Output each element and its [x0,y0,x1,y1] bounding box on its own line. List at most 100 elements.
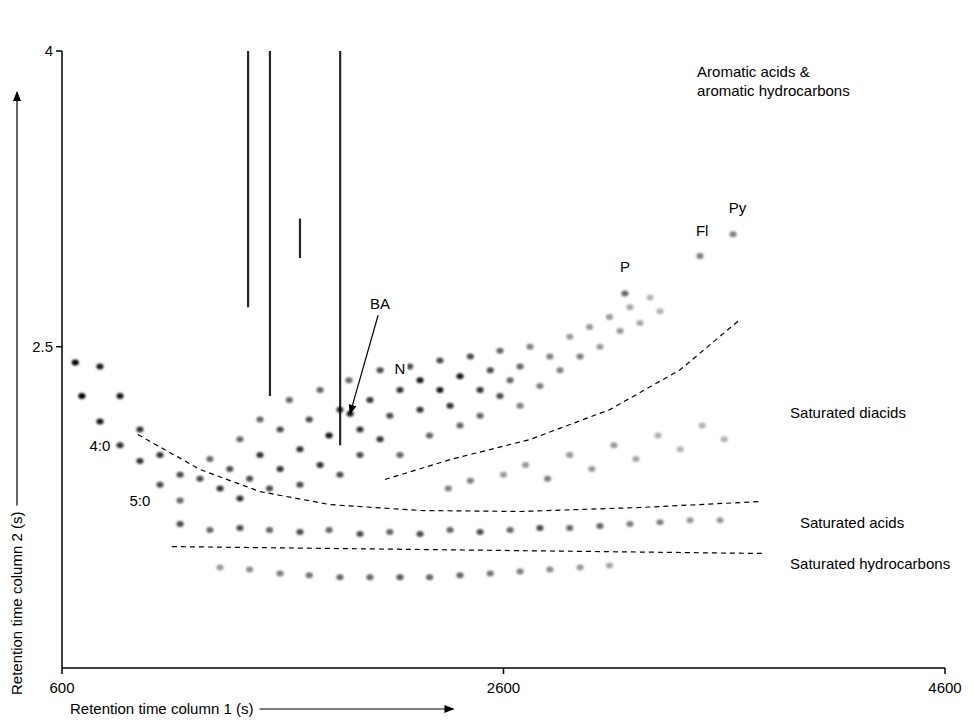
peak [446,403,453,409]
peak [487,367,494,373]
peak [621,290,628,296]
peak [266,527,273,533]
peak [356,452,363,458]
peak [366,397,373,403]
y-axis [61,51,63,668]
peak [467,354,474,360]
peak [656,519,663,525]
peak [72,359,79,365]
y-tick-label: 4 [45,42,53,59]
y-axis-arrow [16,92,17,506]
peak [610,442,617,448]
peak [606,314,613,320]
peak [496,393,503,399]
annotation-arrow [350,315,378,413]
peak [416,407,423,413]
x-tick-label: 2600 [487,679,520,696]
x-tick-label: 600 [49,679,74,696]
peak [277,466,284,472]
peak [316,387,323,393]
peak [522,462,529,468]
annotation-label: Py [729,199,747,216]
peak [116,442,123,448]
annotation: Py [727,198,749,217]
peak [416,377,423,383]
region-label: Saturated hydrocarbons [790,555,950,572]
peak [477,413,484,419]
peak [566,452,573,458]
peak [596,523,603,529]
peak [177,521,184,527]
peak [386,413,393,419]
region-label: aromatic hydrocarbons [697,82,850,99]
peak [696,253,703,259]
label-patch [727,198,749,217]
peak [686,517,693,523]
peak [156,482,163,488]
peak [356,426,363,432]
peak [487,570,494,576]
peak [654,432,661,438]
peak [577,354,584,360]
annotation: Fl [694,221,711,240]
peak [588,466,595,472]
peak [386,529,393,535]
annotation-label: Fl [696,222,709,239]
boundary [138,435,760,512]
peak [544,476,551,482]
peak [326,432,333,438]
peak [646,294,653,300]
peak [306,417,313,423]
peak [699,423,706,429]
peak [296,529,303,535]
x-axis-title: Retention time column 1 (s) [70,700,253,717]
x-tick [944,668,946,674]
peak [721,436,728,442]
peak [246,566,253,572]
peak [216,486,223,492]
peak [216,564,223,570]
peak [426,432,433,438]
annotation-label: N [395,360,406,377]
peak [677,446,684,452]
x-tick [61,668,63,674]
peak [516,363,523,369]
annotation: 5:0 [127,491,152,510]
peak [296,482,303,488]
peak [196,476,203,482]
peak [345,377,352,383]
peak [546,566,553,572]
peak [500,472,507,478]
peak [156,452,163,458]
annotation-label: 4:0 [90,437,111,454]
peak [456,373,463,379]
boundary [385,320,740,480]
peak [566,525,573,531]
peak [516,568,523,574]
peak [426,574,433,580]
annotation-label: 5:0 [129,492,150,509]
peak [496,348,503,354]
peak [206,527,213,533]
peak [616,328,623,334]
peak [536,525,543,531]
peak [356,531,363,537]
y-axis-title: Retention time column 2 (s) [8,512,25,695]
peak [366,574,373,580]
peak [326,527,333,533]
peak [396,574,403,580]
streak [339,51,341,445]
peak [236,495,243,501]
label-patch [694,221,711,240]
y-tick-label: 2.5 [32,338,53,355]
annotation-label: P [620,258,630,275]
x-tick [503,668,505,674]
region-label: Aromatic acids & [697,63,810,80]
streak [247,51,249,307]
peak [296,446,303,452]
streak [269,51,271,396]
peak [586,324,593,330]
peak [467,478,474,484]
peak [236,525,243,531]
peak [456,423,463,429]
